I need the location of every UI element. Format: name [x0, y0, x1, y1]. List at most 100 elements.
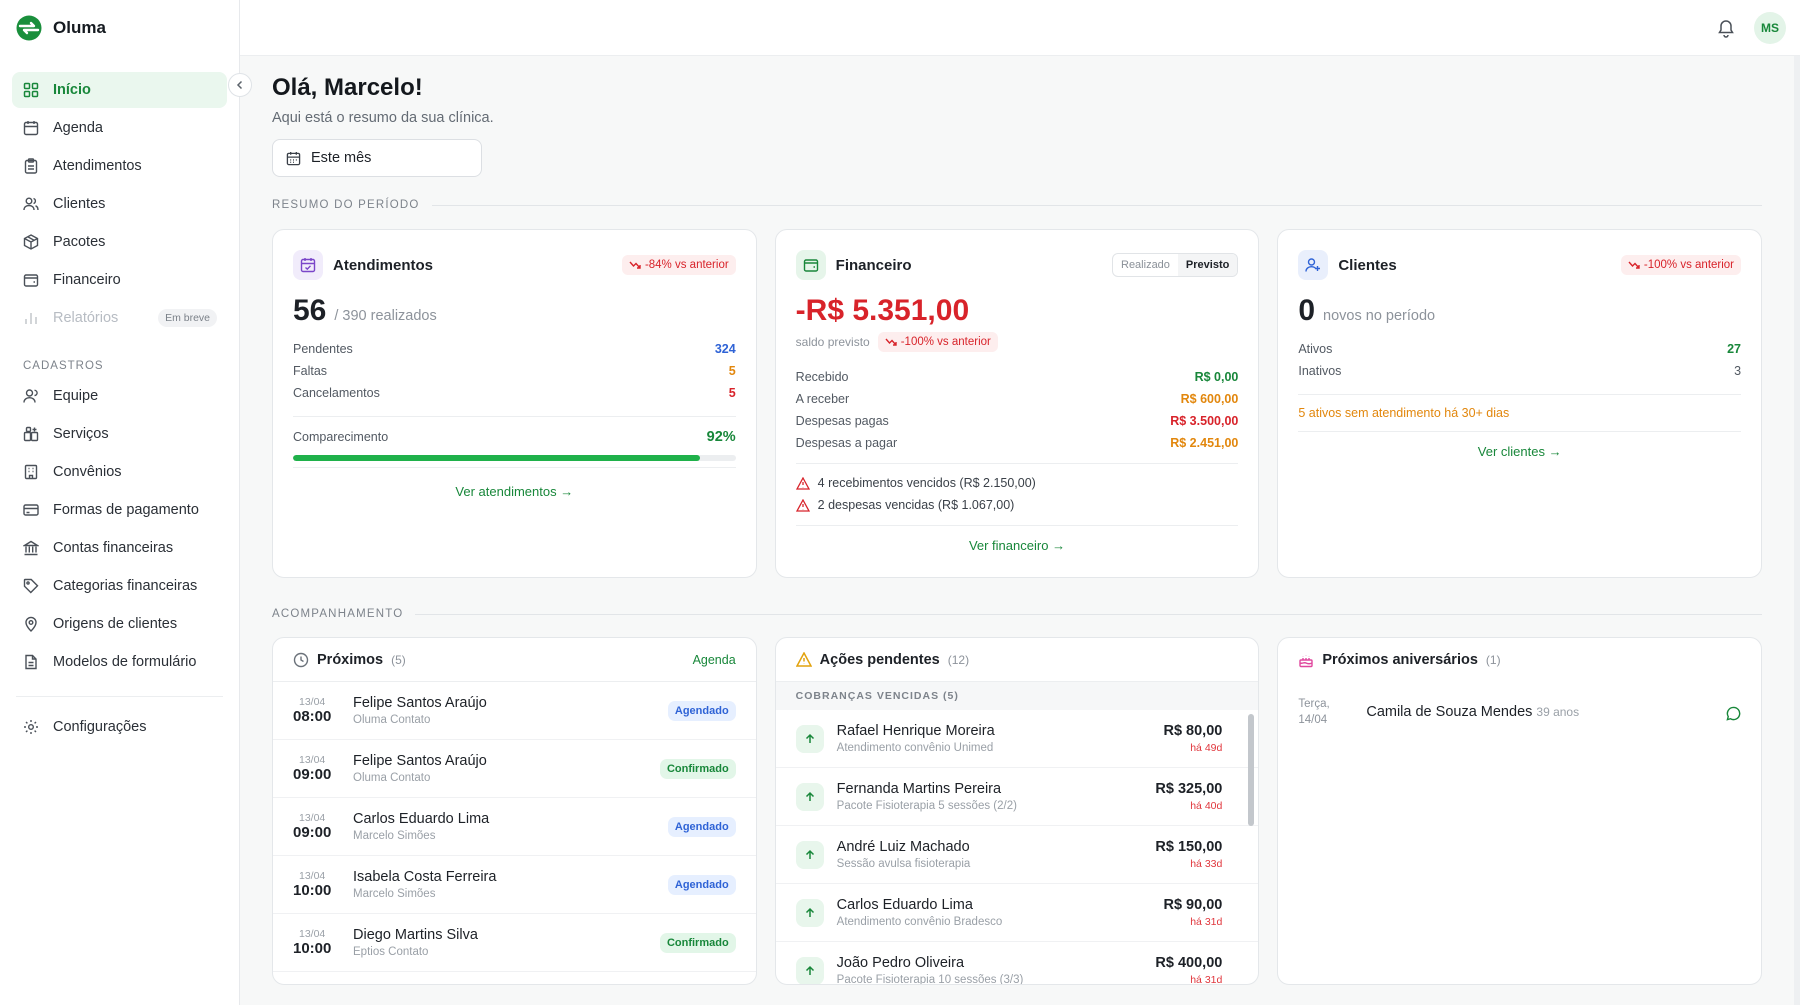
services-icon: [23, 426, 39, 442]
bell-icon[interactable]: [1716, 18, 1736, 38]
alert-recebimentos-vencidos[interactable]: 4 recebimentos vencidos (R$ 2.150,00): [795, 472, 1239, 494]
overdue-charge-row[interactable]: João Pedro Oliveira Pacote Fisioterapia 1…: [776, 942, 1259, 984]
ver-atendimentos-link[interactable]: Ver atendimentos →: [455, 484, 574, 499]
alert-despesas-vencidas[interactable]: 2 despesas vencidas (R$ 1.067,00): [795, 494, 1239, 516]
oluma-logo-icon: [16, 15, 42, 41]
section-line: [415, 613, 1762, 615]
appointment-row[interactable]: 13/04 08:00 Felipe Santos Araújo Oluma Con…: [273, 682, 756, 740]
nav-section-cadastros: CADASTROS: [23, 360, 104, 372]
message-icon[interactable]: [1726, 706, 1741, 721]
birthday-date: 14/04: [1298, 714, 1328, 726]
wallet-icon: [23, 274, 39, 287]
sidebar-item-financeiro[interactable]: Financeiro: [12, 262, 227, 298]
card-title: Ações pendentes: [819, 651, 940, 668]
sidebar-item-modelos-formulario[interactable]: Modelos de formulário: [12, 644, 227, 680]
overdue-charge-row[interactable]: Rafael Henrique Moreira Atendimento convê…: [775, 710, 1259, 768]
sidebar-item-origens-clientes[interactable]: Origens de clientes: [12, 606, 227, 642]
overdue-charge-row[interactable]: Fernanda Martins Pereira Pacote Fisiotera…: [775, 768, 1259, 826]
status-badge: Agendado: [667, 874, 736, 895]
agenda-link[interactable]: Agenda: [692, 652, 736, 667]
stat-ativos: Ativos 27: [1298, 342, 1742, 356]
sidebar-item-configuracoes[interactable]: Configurações: [12, 709, 227, 745]
sidebar-item-relatorios: Relatórios Em breve: [12, 300, 227, 336]
stat-despesas-a-pagar: Despesas a pagar R$ 2.451,00: [795, 436, 1239, 450]
birthday-row[interactable]: Terça, 14/04 Camila de Souza Mendes 39 ano…: [1278, 682, 1761, 742]
trend-down-icon: [885, 338, 897, 346]
new-clients-label: novos no período: [1323, 308, 1436, 324]
sidebar-item-pacotes[interactable]: Pacotes: [12, 224, 227, 260]
sidebar-item-contas-financeiras[interactable]: Contas financeiras: [12, 530, 227, 566]
card-acoes-pendentes: Ações pendentes (12) COBRANÇAS VENCIDAS …: [774, 637, 1260, 985]
summary-cards: Atendimentos -84% vs anterior 56 / 390 r…: [272, 229, 1763, 578]
sidebar-item-label: Pacotes: [53, 234, 106, 250]
trend-text: -100% vs anterior: [1643, 259, 1735, 271]
warning-icon: [795, 476, 810, 490]
ver-financeiro-link[interactable]: Ver financeiro →: [968, 538, 1066, 553]
trend-badge: -84% vs anterior: [621, 255, 736, 275]
map-pin-icon: [25, 616, 37, 632]
attendance-total: / 390 realizados: [334, 308, 437, 324]
balance-label: saldo previsto: [795, 335, 870, 349]
arrow-up-icon: [795, 724, 824, 753]
section-resumo: RESUMO DO PERÍODO: [272, 199, 1762, 211]
warning-icon: [795, 498, 810, 512]
page-scrollbar[interactable]: [1794, 56, 1800, 1005]
sidebar-item-inicio[interactable]: Início: [12, 72, 227, 108]
package-icon: [23, 234, 39, 250]
period-selector[interactable]: Este mês: [272, 139, 482, 177]
sidebar-item-label: Equipe: [53, 388, 99, 404]
card-title: Próximos aniversários: [1322, 652, 1478, 668]
status-badge: Confirmado: [659, 932, 736, 953]
birthday-name: Camila de Souza Mendes: [1366, 704, 1533, 720]
calendar-check-icon: [293, 250, 323, 280]
stat-cancelamentos: Cancelamentos 5: [293, 386, 736, 400]
users-icon: [23, 197, 39, 211]
overdue-charge-row[interactable]: André Luiz Machado Sessão avulsa fisioter…: [775, 826, 1259, 884]
appointment-list: 13/04 08:00 Felipe Santos Araújo Oluma Con…: [273, 682, 756, 972]
credit-card-icon: [23, 504, 39, 516]
new-clients-count: 0: [1298, 294, 1316, 327]
card-title: Atendimentos: [333, 256, 434, 274]
list-scrollbar[interactable]: [1248, 710, 1255, 984]
appointment-row[interactable]: 13/04 10:00 Diego Martins Silva Eptios Con…: [273, 914, 756, 972]
ver-clientes-link[interactable]: Ver clientes →: [1477, 444, 1562, 459]
appointment-row[interactable]: 13/04 09:00 Felipe Santos Araújo Oluma Con…: [273, 740, 756, 798]
realizado-previsto-toggle[interactable]: Realizado Previsto: [1112, 253, 1239, 277]
status-badge: Agendado: [667, 700, 736, 721]
page-subtitle: Aqui está o resumo da sua clínica.: [272, 110, 494, 126]
appointment-row[interactable]: 13/04 10:00 Isabela Costa Ferreira Marcelo…: [273, 856, 756, 914]
sidebar-item-atendimentos[interactable]: Atendimentos: [12, 148, 227, 184]
appointment-row[interactable]: 13/04 09:00 Carlos Eduardo Lima Marcelo Si…: [273, 798, 756, 856]
tag-icon: [23, 578, 39, 594]
sidebar-item-servicos[interactable]: Serviços: [12, 416, 227, 452]
sidebar-item-label: Relatórios: [53, 310, 119, 326]
toggle-previsto[interactable]: Previsto: [1177, 254, 1238, 276]
card-proximos: Próximos (5) Agenda 13/04 08:00 Felipe Sa…: [272, 637, 757, 985]
toggle-realizado[interactable]: Realizado: [1121, 259, 1170, 271]
scrollbar-thumb[interactable]: [1248, 714, 1255, 826]
arrow-right-icon: →: [1052, 538, 1066, 553]
tracking-cards: Próximos (5) Agenda 13/04 08:00 Felipe Sa…: [272, 637, 1763, 985]
gear-icon: [24, 720, 38, 734]
sidebar-item-agenda[interactable]: Agenda: [12, 110, 227, 146]
sidebar-item-convenios[interactable]: Convênios: [12, 454, 227, 490]
sidebar-item-clientes[interactable]: Clientes: [12, 186, 227, 222]
sidebar: Oluma Início Agenda Atendimentos Cliente…: [0, 0, 240, 1005]
avatar[interactable]: MS: [1754, 12, 1786, 44]
overdue-list: Rafael Henrique Moreira Atendimento convê…: [775, 710, 1259, 984]
period-label: Este mês: [311, 150, 372, 166]
attendance-progress: [293, 455, 736, 461]
collapse-sidebar-button[interactable]: [228, 73, 252, 97]
sidebar-item-label: Serviços: [53, 426, 109, 442]
attendance-rate: Comparecimento 92%: [293, 429, 736, 445]
inactive-warning[interactable]: 5 ativos sem atendimento há 30+ dias: [1298, 406, 1510, 420]
status-badge: Confirmado: [659, 758, 736, 779]
chevron-left-icon: [236, 80, 243, 90]
sidebar-item-equipe[interactable]: Equipe: [12, 378, 227, 414]
sidebar-item-label: Formas de pagamento: [53, 502, 199, 518]
sidebar-item-categorias-financeiras[interactable]: Categorias financeiras: [12, 568, 227, 604]
sidebar-item-formas-pagamento[interactable]: Formas de pagamento: [12, 492, 227, 528]
sidebar-item-label: Início: [53, 82, 91, 98]
overdue-charge-row[interactable]: Carlos Eduardo Lima Atendimento convênio …: [775, 884, 1259, 942]
brand[interactable]: Oluma: [0, 0, 239, 56]
